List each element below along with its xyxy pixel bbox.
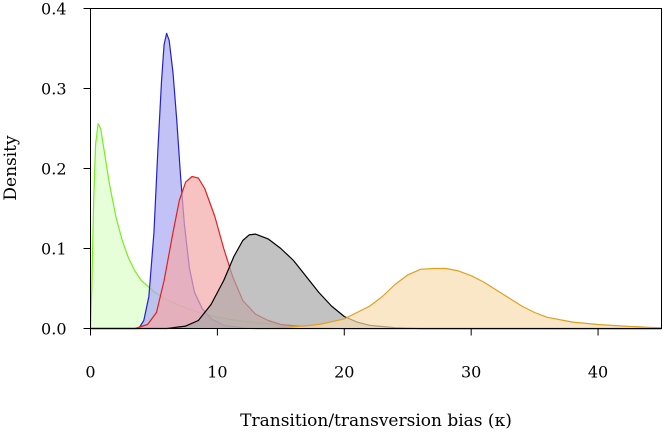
x-axis: 0 10 20 30 40 — [85, 328, 608, 382]
y-tick-label: 0.0 — [41, 320, 66, 339]
x-tick-label: 0 — [85, 363, 95, 382]
y-tick-label: 0.3 — [41, 80, 66, 99]
x-tick-label: 30 — [461, 363, 481, 382]
plot-area — [89, 32, 662, 330]
x-tick-label: 20 — [334, 363, 354, 382]
y-axis-title: Density — [1, 135, 21, 201]
density-area-4 — [90, 234, 662, 329]
y-tick-label: 0.1 — [41, 240, 66, 259]
x-axis-title: Transition/transversion bias (κ) — [240, 411, 512, 431]
x-tick-label: 10 — [207, 363, 227, 382]
y-tick-label: 0.4 — [41, 0, 66, 19]
y-axis: 0.0 0.1 0.2 0.3 0.4 — [41, 0, 91, 339]
y-tick-label: 0.2 — [41, 160, 66, 179]
density-area-5 — [90, 268, 662, 329]
x-tick-label: 40 — [588, 363, 608, 382]
density-curve-5 — [90, 267, 662, 330]
